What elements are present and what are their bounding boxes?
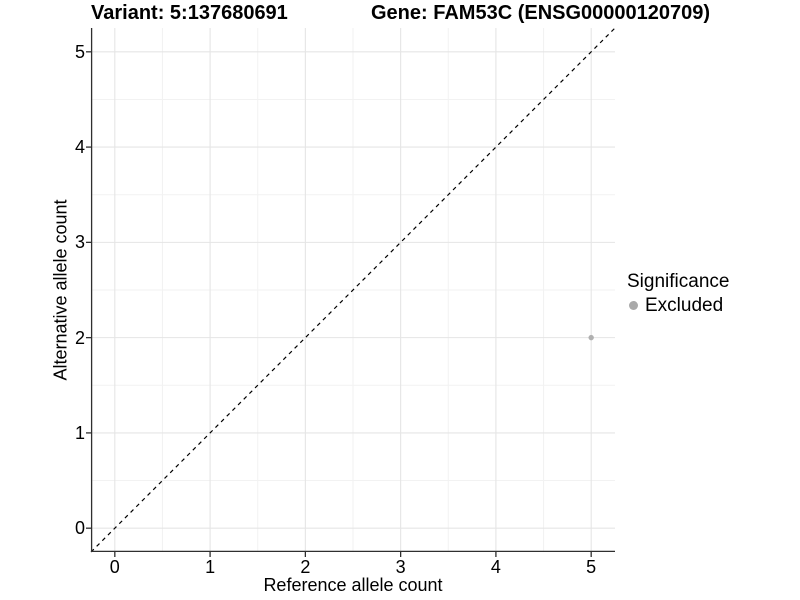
legend: Significance Excluded xyxy=(627,271,729,316)
x-tick-label: 2 xyxy=(300,557,311,577)
y-tick-label: 5 xyxy=(74,41,85,62)
variant-title: Variant: 5:137680691 xyxy=(91,2,288,24)
y-tick-label: 2 xyxy=(74,327,85,348)
x-tick-label: 1 xyxy=(205,557,216,577)
legend-item-label: Excluded xyxy=(645,295,724,316)
x-tick-label: 3 xyxy=(395,557,406,577)
gene-title: Gene: FAM53C (ENSG00000120709) xyxy=(371,2,711,24)
legend-title: Significance xyxy=(627,271,730,292)
y-tick-label: 4 xyxy=(74,137,85,158)
legend-item: Excluded xyxy=(627,295,729,316)
y-tick-label: 0 xyxy=(74,518,85,539)
x-tick-label: 5 xyxy=(586,557,597,577)
plot-panel xyxy=(86,27,616,557)
x-axis-title: Reference allele count xyxy=(263,575,443,595)
legend-items: Excluded xyxy=(627,295,729,316)
y-tick-label: 1 xyxy=(74,422,85,443)
legend-point-icon xyxy=(629,301,638,310)
identity-reference-line xyxy=(90,27,616,553)
x-tick-label: 4 xyxy=(490,557,501,577)
data-point xyxy=(588,334,594,341)
x-tick-label: 0 xyxy=(109,557,120,577)
y-axis-title: Alternative allele count xyxy=(50,199,71,381)
plot-area-svg xyxy=(86,27,616,557)
y-tick-label: 3 xyxy=(74,232,85,253)
